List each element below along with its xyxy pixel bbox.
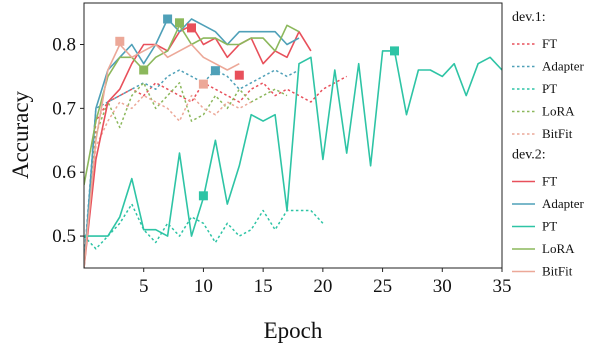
y-axis-title: Accuracy (8, 90, 33, 179)
series-dev-2-ft (84, 24, 312, 268)
legend-label-dev-2--lora: LoRA (542, 241, 575, 256)
series-dev-2-bitfit (84, 43, 240, 268)
series-layer (84, 18, 502, 268)
x-tick-label-15: 15 (254, 276, 273, 297)
x-axis-title: Epoch (264, 318, 323, 343)
marker-pt-4 (198, 191, 208, 201)
legend-title-dev-1-: dev.1: (512, 10, 546, 25)
y-tick-label-2: 0.7 (52, 98, 76, 119)
legend-label-dev-1--adapter: Adapter (542, 59, 585, 74)
marker-ft-1 (234, 70, 244, 80)
marker-adapter-2 (163, 14, 173, 24)
series-dev-2-pt (84, 50, 502, 237)
legend-label-dev-1--bitfit: BitFit (542, 126, 573, 141)
legend: dev.1: FT Adapter PT LoRA BitFit dev.2: FT Adapt… (512, 10, 585, 279)
marker-bitfit-8 (115, 36, 125, 46)
legend-label-dev-2--ft: FT (542, 174, 557, 189)
series-dev-2-lora (84, 24, 300, 186)
marker-lora-7 (175, 18, 184, 28)
series-dev-1-pt (84, 203, 324, 250)
legend-title-dev-2-: dev.2: (512, 148, 546, 163)
series-dev-1-ft (84, 75, 348, 268)
marker-layer (115, 14, 399, 201)
legend-label-dev-1--pt: PT (542, 81, 557, 96)
y-tick-label-0: 0.5 (52, 226, 76, 247)
x-axis-ticks: 5 10 15 20 25 30 35 (139, 268, 512, 297)
x-tick-label-20: 20 (313, 276, 332, 297)
series-dev-1-adapter (84, 69, 300, 262)
legend-label-dev-2--pt: PT (542, 219, 557, 234)
legend-label-dev-1--ft: FT (542, 36, 557, 51)
x-tick-label-35: 35 (493, 276, 512, 297)
x-tick-label-5: 5 (139, 276, 149, 297)
marker-pt-5 (390, 46, 399, 56)
marker-ft-0 (187, 23, 196, 33)
marker-bitfit-9 (198, 79, 208, 89)
series-dev-1-lora (84, 82, 288, 268)
y-tick-label-1: 0.6 (52, 162, 76, 183)
x-tick-label-30: 30 (433, 276, 452, 297)
y-tick-label-3: 0.8 (52, 35, 76, 56)
marker-lora-6 (139, 65, 149, 75)
legend-label-dev-2--adapter: Adapter (542, 196, 585, 211)
y-axis-ticks: 0.5 0.6 0.7 0.8 (52, 35, 84, 247)
x-tick-label-25: 25 (373, 276, 392, 297)
series-dev-1-bitfit (84, 94, 252, 268)
plot-frame (83, 2, 503, 269)
marker-adapter-3 (210, 66, 220, 76)
legend-label-dev-2--bitfit: BitFit (542, 264, 573, 279)
legend-label-dev-1--lora: LoRA (542, 104, 575, 119)
x-tick-label-10: 10 (194, 276, 213, 297)
